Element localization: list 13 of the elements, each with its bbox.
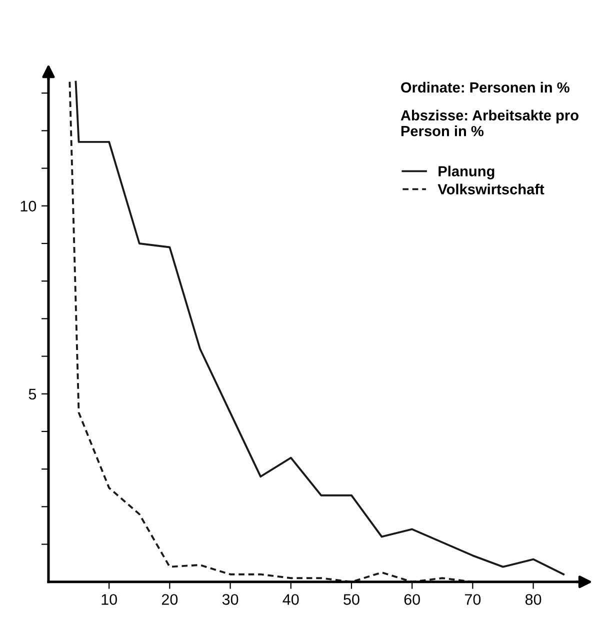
x-tick-label: 70 xyxy=(464,594,481,605)
x-tick-label: 80 xyxy=(525,594,542,605)
x-tick-label: 60 xyxy=(404,594,420,605)
legend-label: Volkswirtschaft xyxy=(438,184,544,194)
x-tick-label: 10 xyxy=(102,594,117,605)
y-tick-label: 5 xyxy=(28,388,36,400)
annotation: Ordinate: Personen in % xyxy=(401,82,570,93)
x-tick-label: 30 xyxy=(222,594,238,605)
x-tick-label: 40 xyxy=(282,594,299,605)
legend-label: Planung xyxy=(438,166,494,180)
x-tick-label: 20 xyxy=(162,594,178,605)
annotation: Abszisse: Arbeitsakte pro Person in % xyxy=(400,110,578,136)
x-tick-label: 50 xyxy=(344,594,360,605)
